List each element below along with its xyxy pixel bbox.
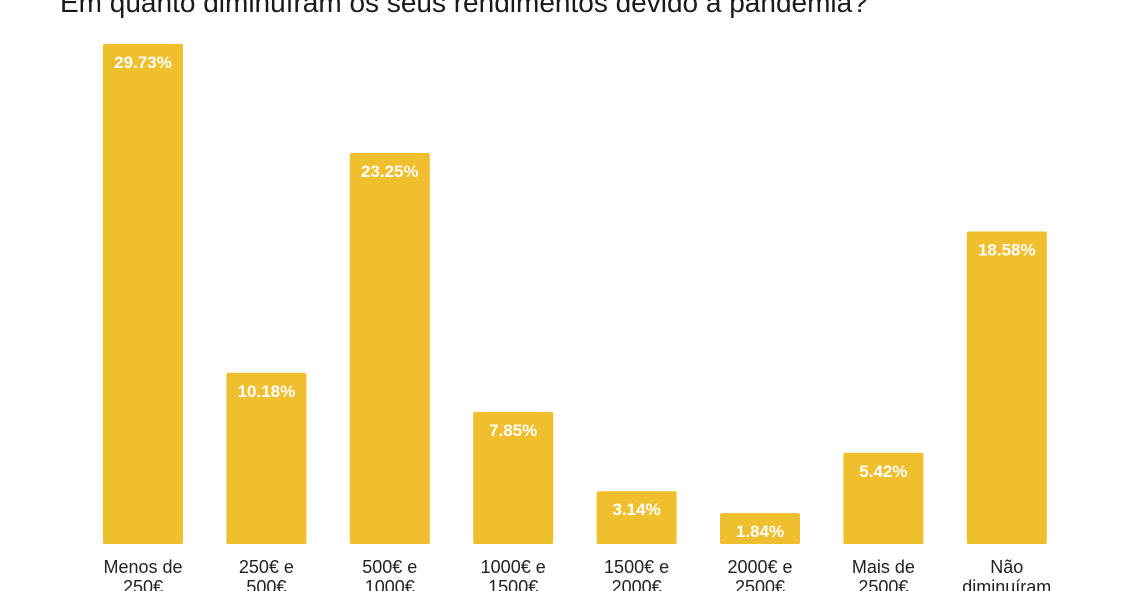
category-label-1: 250€ e 500€ — [239, 557, 294, 591]
bar-value-label-0: 29.73% — [114, 53, 172, 72]
bar-value-label-3: 7.85% — [489, 421, 537, 440]
category-label-6: Mais de 2500€ — [852, 557, 915, 591]
chart-title: Em quanto diminuíram os seus rendimentos… — [60, 0, 868, 18]
bar-value-label-7: 18.58% — [978, 241, 1036, 260]
bar-value-label-1: 10.18% — [238, 382, 296, 401]
category-label-5: 2000€ e 2500€ — [727, 557, 792, 591]
bar-0 — [103, 44, 183, 544]
category-label-0: Menos de 250€ — [103, 557, 182, 591]
category-label-3: 1000€ e 1500€ — [481, 557, 546, 591]
bar-6 — [843, 452, 924, 544]
bar-value-label-6: 5.42% — [859, 462, 907, 481]
bar-7 — [966, 231, 1047, 544]
bar-2 — [349, 153, 430, 544]
bar-1 — [226, 372, 307, 544]
category-label-2: 500€ e 1000€ — [362, 557, 417, 591]
category-label-7: Não diminuíram — [962, 557, 1051, 591]
bar-value-label-4: 3.14% — [612, 500, 660, 519]
bar-3 — [473, 412, 554, 544]
bar-value-label-5: 1.84% — [736, 522, 784, 541]
category-label-4: 1500€ e 2000€ — [604, 557, 669, 591]
bar-5 — [720, 513, 800, 544]
bar-4 — [596, 491, 677, 544]
bar-value-label-2: 23.25% — [361, 162, 419, 181]
